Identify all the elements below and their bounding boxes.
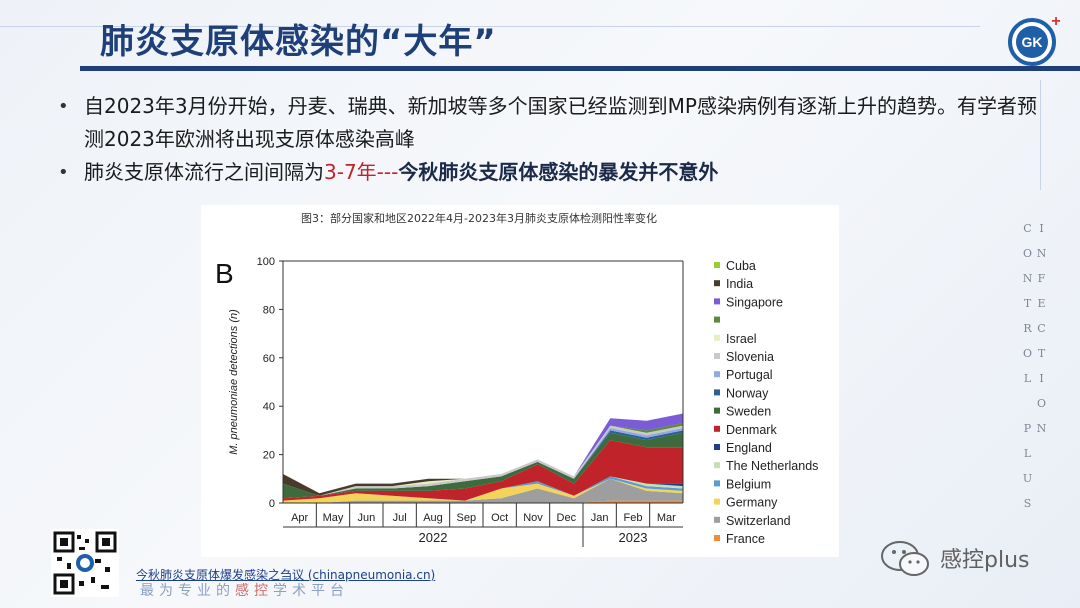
logo-text: GK [1022, 34, 1043, 50]
x-tick-label: Feb [624, 512, 643, 524]
bullet-text-2-prefix: 肺炎支原体流行之间间隔为 [84, 160, 324, 184]
chart-figure: 图3：部分国家和地区2022年4月-2023年3月肺炎支原体检测阳性率变化 B … [201, 205, 839, 557]
legend-label: France [726, 532, 765, 546]
title-rule [80, 66, 1080, 71]
x-tick-label: Jan [591, 512, 609, 524]
bullet-dot: • [58, 96, 69, 117]
legend-swatch [714, 371, 720, 378]
bullet-text-2-conclusion: 今秋肺炎支原体感染的暴发并不意外 [398, 160, 719, 184]
y-tick-label: 0 [269, 498, 275, 510]
legend-label: The Netherlands [726, 459, 818, 473]
bullet-list: • 自2023年3月份开始，丹麦、瑞典、新加坡等多个国家已经监测到MP感染病例有… [58, 90, 1038, 189]
slogan-part-2: 学术平台 [273, 583, 349, 599]
y-axis-label: M. pneumoniae detections (n) [228, 309, 240, 455]
legend-label: Sweden [726, 405, 771, 419]
legend-label: Switzerland [726, 514, 791, 528]
chart-caption: 图3：部分国家和地区2022年4月-2023年3月肺炎支原体检测阳性率变化 [301, 211, 657, 225]
panel-label: B [215, 258, 234, 289]
x-tick-label: Apr [291, 512, 308, 524]
legend-swatch [714, 407, 720, 414]
area-series-germany [283, 478, 683, 503]
vertical-brand-text: INFECTION CONTROL PLUS [1021, 222, 1048, 522]
axis-layer: 0 20 40 60 80 100 Apr May Jun Jul Aug Sep Oct Nov Dec J… [228, 256, 684, 547]
legend-swatch [714, 425, 720, 432]
y-tick-label: 60 [263, 353, 275, 365]
legend-swatch [714, 462, 720, 469]
legend-label: England [726, 441, 772, 455]
x-tick-label: Jul [393, 512, 407, 524]
qr-code-graphic [51, 529, 119, 597]
source-link[interactable]: 今秋肺炎支原体爆发感染之刍议 (chinapneumonia.cn) [136, 568, 436, 582]
x-tick-label: Nov [523, 512, 543, 524]
legend-swatch [714, 262, 720, 268]
area-series-denmark [283, 440, 683, 501]
x-tick-label: May [323, 512, 344, 524]
legend-label: Denmark [726, 423, 777, 437]
legend-swatch [714, 334, 720, 341]
slogan-highlight: 感控 [235, 583, 273, 599]
stacked-area-chart: 图3：部分国家和地区2022年4月-2023年3月肺炎支原体检测阳性率变化 B … [215, 211, 818, 547]
wechat-icon [881, 541, 929, 576]
area-series-unlabeled-12 [283, 423, 683, 496]
legend-label: Norway [726, 386, 769, 400]
legend-swatch [714, 480, 720, 487]
legend-swatch [714, 444, 720, 450]
legend-swatch [714, 316, 720, 323]
page-title: 肺炎支原体感染的“大年” [100, 22, 497, 62]
x-tick-label: Jun [357, 512, 375, 524]
legend-swatch [714, 353, 720, 359]
y-tick-label: 40 [263, 401, 275, 413]
right-divider [1040, 80, 1041, 190]
chart-legend: Cuba India Singapore Israel Slovenia Portugal… [714, 259, 818, 546]
x-tick-label: Dec [557, 512, 577, 524]
legend-swatch [714, 535, 720, 541]
year-label: 2022 [419, 530, 448, 545]
year-label: 2023 [619, 530, 648, 545]
legend-label: Germany [726, 496, 778, 510]
area-series-portugal [283, 428, 683, 496]
x-tick-label: Aug [423, 512, 443, 524]
x-tick-label: Mar [657, 512, 676, 524]
bullet-text-2-interval: 3-7年--- [324, 160, 399, 184]
bullet-item: • 自2023年3月份开始，丹麦、瑞典、新加坡等多个国家已经监测到MP感染病例有… [58, 90, 1038, 156]
slogan-part-1: 最为专业的 [140, 583, 235, 599]
bullet-dot: • [58, 162, 69, 183]
legend-swatch [714, 298, 720, 305]
legend-label: Singapore [726, 295, 783, 309]
gk-logo: GK + [1008, 13, 1061, 66]
legend-swatch [714, 516, 720, 523]
legend-label: Cuba [726, 259, 756, 273]
legend-label: Belgium [726, 477, 771, 491]
y-tick-label: 100 [257, 256, 275, 268]
x-tick-label: Oct [491, 512, 508, 524]
qr-code [51, 529, 119, 597]
legend-label: India [726, 277, 753, 291]
wechat-account-name: 感控plus [940, 548, 1030, 573]
area-series-singapore [283, 413, 683, 496]
legend-swatch [714, 389, 720, 396]
area-series-switzerland [283, 478, 683, 503]
legend-label: Israel [726, 332, 757, 346]
legend-swatch [714, 498, 720, 505]
title-underline-thin [0, 26, 980, 27]
x-tick-label: Sep [457, 512, 477, 524]
legend-label: Slovenia [726, 350, 774, 364]
logo-plus: + [1051, 13, 1060, 30]
bullet-text-1: 自2023年3月份开始，丹麦、瑞典、新加坡等多个国家已经监测到MP感染病例有逐渐… [84, 94, 1037, 151]
plot-layer [283, 413, 683, 503]
bullet-item: • 肺炎支原体流行之间间隔为3-7年---今秋肺炎支原体感染的暴发并不意外 [58, 156, 1038, 189]
y-tick-label: 20 [263, 450, 275, 462]
y-tick-label: 80 [263, 304, 275, 316]
platform-slogan: 最为专业的感控学术平台 [140, 580, 349, 600]
area-series-slovenia [283, 425, 683, 496]
legend-swatch [714, 280, 720, 287]
legend-label: Portugal [726, 368, 773, 382]
